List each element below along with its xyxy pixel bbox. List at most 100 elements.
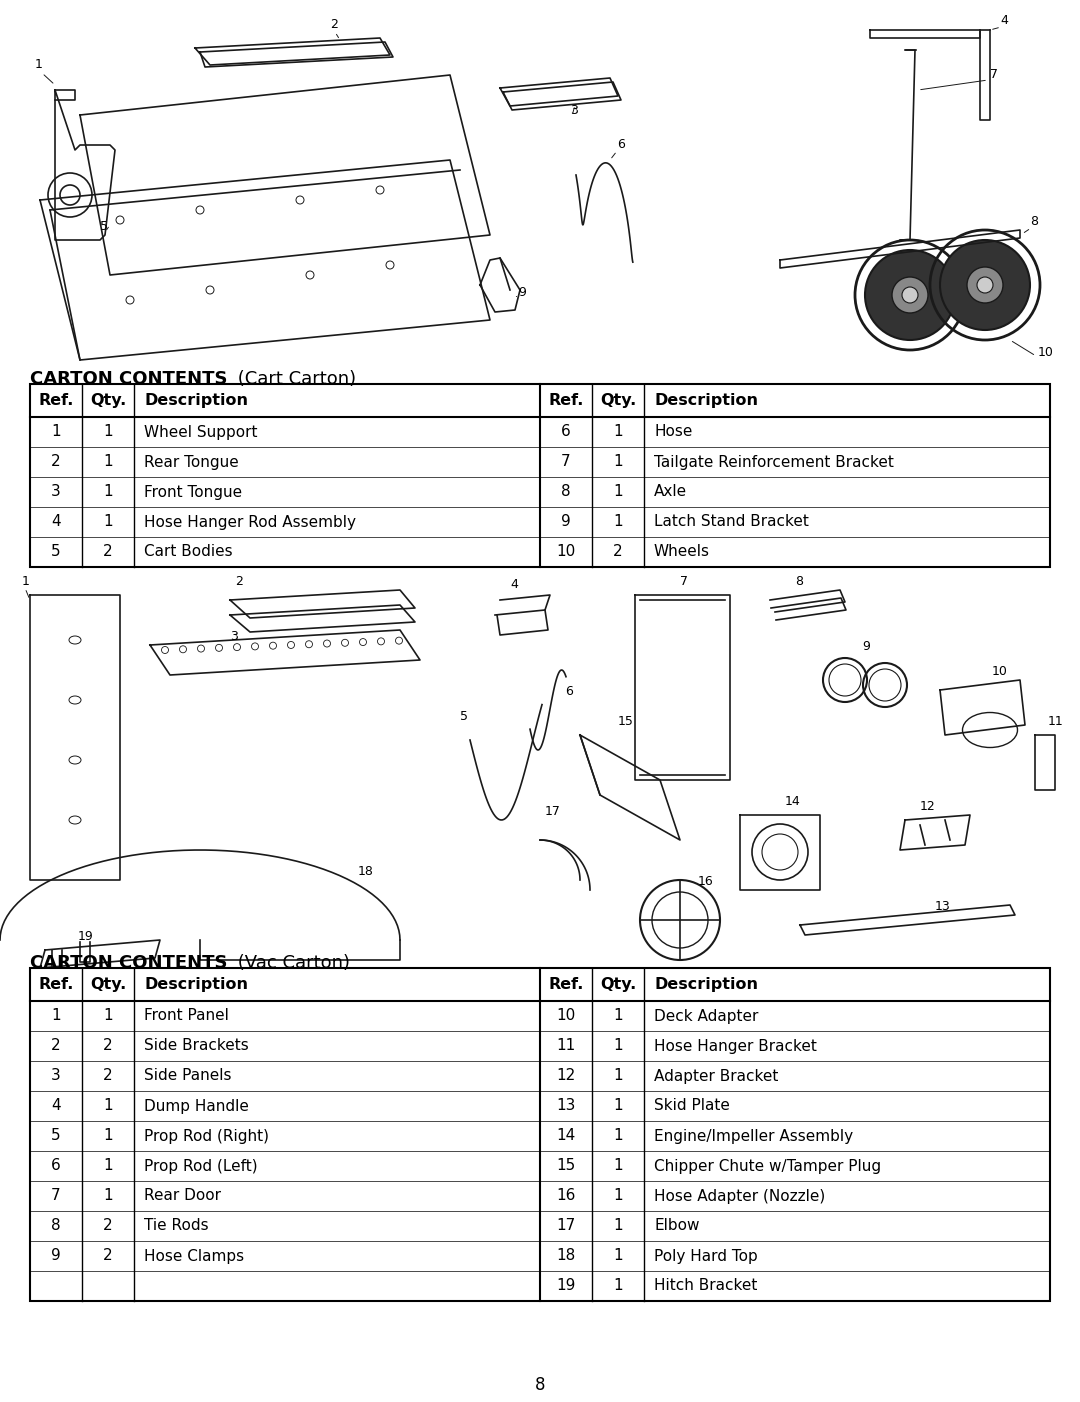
Text: 11: 11 [1048,715,1064,728]
Text: 1: 1 [104,1099,112,1113]
Text: 2: 2 [104,544,112,559]
Text: 5: 5 [51,544,60,559]
Text: Description: Description [654,977,758,993]
Text: 2: 2 [51,454,60,470]
Text: Latch Stand Bracket: Latch Stand Bracket [654,515,809,530]
Text: Ref.: Ref. [549,393,583,408]
Text: 16: 16 [698,875,714,887]
Text: Rear Tongue: Rear Tongue [144,454,239,470]
Text: 2: 2 [104,1068,112,1084]
Text: Wheels: Wheels [654,544,710,559]
Text: 1: 1 [613,1279,623,1294]
Text: 3: 3 [51,485,60,499]
Text: Cart Bodies: Cart Bodies [144,544,232,559]
Text: 10: 10 [556,1008,576,1023]
Text: 10: 10 [993,665,1008,679]
Text: 1: 1 [35,57,43,72]
Text: Front Panel: Front Panel [144,1008,229,1023]
Text: Skid Plate: Skid Plate [654,1099,730,1113]
Text: Axle: Axle [654,485,687,499]
Text: Qty.: Qty. [90,393,126,408]
Text: 1: 1 [613,485,623,499]
Text: Wheel Support: Wheel Support [144,425,257,439]
Text: 1: 1 [613,1039,623,1053]
Text: Side Brackets: Side Brackets [144,1039,248,1053]
Text: Side Panels: Side Panels [144,1068,231,1084]
Text: Description: Description [144,977,248,993]
Circle shape [977,278,993,293]
Text: 5: 5 [51,1129,60,1144]
Text: 2: 2 [104,1218,112,1234]
Bar [30,967,1050,1301]
Text: 4: 4 [51,515,60,530]
Text: Prop Rod (Right): Prop Rod (Right) [144,1129,269,1144]
Text: 11: 11 [556,1039,576,1053]
Text: 2: 2 [235,575,243,587]
Text: 10: 10 [556,544,576,559]
Text: Ref.: Ref. [38,977,73,993]
Text: 1: 1 [104,1189,112,1203]
Text: 1: 1 [613,1008,623,1023]
Text: 7: 7 [990,69,998,81]
Text: 6: 6 [51,1158,60,1173]
Text: 8: 8 [795,575,804,587]
Text: 15: 15 [556,1158,576,1173]
Text: 5: 5 [460,709,468,723]
Text: 1: 1 [51,1008,60,1023]
Text: Hose: Hose [654,425,692,439]
Text: 1: 1 [613,1129,623,1144]
Text: 13: 13 [935,900,950,913]
Text: CARTON CONTENTS: CARTON CONTENTS [30,370,228,388]
Text: 1: 1 [22,575,30,587]
Text: 3: 3 [230,629,238,644]
Text: Chipper Chute w/Tamper Plug: Chipper Chute w/Tamper Plug [654,1158,881,1173]
Text: Tailgate Reinforcement Bracket: Tailgate Reinforcement Bracket [654,454,894,470]
Text: 1: 1 [613,1189,623,1203]
Text: Poly Hard Top: Poly Hard Top [654,1249,758,1263]
Text: 17: 17 [545,805,561,817]
Text: 7: 7 [51,1189,60,1203]
Text: 8: 8 [1030,215,1038,229]
Text: 1: 1 [104,485,112,499]
Text: 17: 17 [556,1218,576,1234]
Text: 9: 9 [518,286,526,299]
Text: 1: 1 [104,515,112,530]
Text: 8: 8 [535,1375,545,1394]
Text: Deck Adapter: Deck Adapter [654,1008,758,1023]
Text: 4: 4 [1000,14,1008,27]
Text: Qty.: Qty. [599,977,636,993]
Text: Hitch Bracket: Hitch Bracket [654,1279,757,1294]
Text: 7: 7 [562,454,571,470]
Text: 1: 1 [104,454,112,470]
Text: 1: 1 [104,1008,112,1023]
Text: CARTON CONTENTS: CARTON CONTENTS [30,953,228,972]
Text: 12: 12 [556,1068,576,1084]
Text: 6: 6 [565,686,572,698]
Text: 2: 2 [104,1249,112,1263]
Text: 12: 12 [920,801,935,813]
Text: 13: 13 [556,1099,576,1113]
Text: 2: 2 [51,1039,60,1053]
Text: 1: 1 [613,1218,623,1234]
Text: Prop Rod (Left): Prop Rod (Left) [144,1158,258,1173]
Text: 9: 9 [562,515,571,530]
Text: Engine/Impeller Assembly: Engine/Impeller Assembly [654,1129,853,1144]
Text: 15: 15 [618,715,634,728]
Text: 6: 6 [617,137,625,151]
Text: Adapter Bracket: Adapter Bracket [654,1068,779,1084]
Text: 19: 19 [556,1279,576,1294]
Text: 7: 7 [680,575,688,587]
Text: 18: 18 [357,865,374,878]
Text: 1: 1 [613,1068,623,1084]
Circle shape [865,250,955,341]
Text: 18: 18 [556,1249,576,1263]
Text: 4: 4 [51,1099,60,1113]
Text: 1: 1 [613,1099,623,1113]
Text: Front Tongue: Front Tongue [144,485,242,499]
Text: 1: 1 [613,515,623,530]
Text: Description: Description [654,393,758,408]
Text: Elbow: Elbow [654,1218,700,1234]
Text: 2: 2 [330,18,338,31]
Text: 14: 14 [785,795,800,808]
Text: 1: 1 [613,454,623,470]
